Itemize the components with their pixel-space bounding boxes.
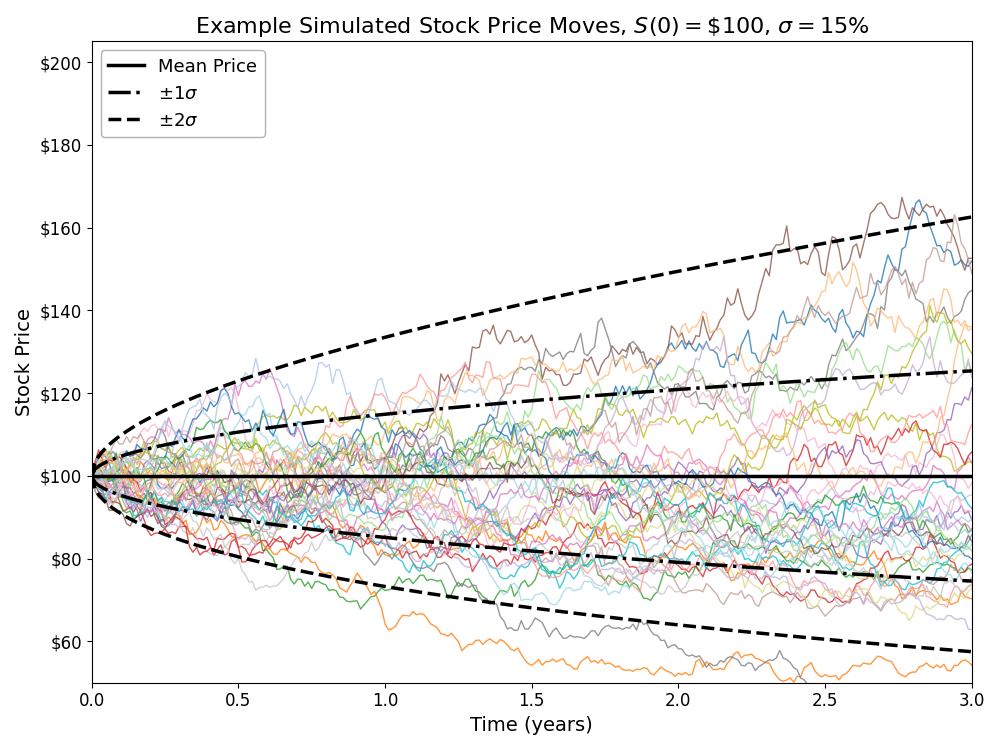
Line: $\pm2\sigma$: $\pm2\sigma$ xyxy=(92,217,972,476)
Mean Price xyxy=(452,471,464,480)
Y-axis label: Stock Price: Stock Price xyxy=(15,308,34,416)
$\pm2\sigma$ xyxy=(452,314,464,323)
Mean Price xyxy=(861,471,873,480)
Title: Example Simulated Stock Price Moves, $S(0) = \$100$, $\sigma = 15\%$: Example Simulated Stock Price Moves, $S(… xyxy=(195,15,869,39)
$\pm1\sigma$ xyxy=(861,373,873,382)
X-axis label: Time (years): Time (years) xyxy=(470,716,593,735)
$\pm2\sigma$ xyxy=(86,471,98,480)
$\pm2\sigma$ xyxy=(966,212,978,221)
$\pm1\sigma$ xyxy=(86,471,98,480)
Legend: Mean Price, $\pm1\sigma$, $\pm2\sigma$: Mean Price, $\pm1\sigma$, $\pm2\sigma$ xyxy=(101,50,265,136)
$\pm1\sigma$ xyxy=(966,366,978,375)
$\pm1\sigma$ xyxy=(564,393,576,402)
Mean Price xyxy=(218,471,230,480)
Mean Price xyxy=(568,471,580,480)
Line: $\pm1\sigma$: $\pm1\sigma$ xyxy=(92,370,972,476)
$\pm1\sigma$ xyxy=(218,430,230,439)
$\pm2\sigma$ xyxy=(568,289,580,298)
Mean Price xyxy=(564,471,576,480)
$\pm2\sigma$ xyxy=(428,320,440,329)
$\pm2\sigma$ xyxy=(861,231,873,240)
$\pm2\sigma$ xyxy=(218,382,230,391)
Mean Price xyxy=(966,471,978,480)
$\pm1\sigma$ xyxy=(452,403,464,412)
Mean Price xyxy=(428,471,440,480)
Mean Price xyxy=(86,471,98,480)
$\pm1\sigma$ xyxy=(428,405,440,414)
$\pm1\sigma$ xyxy=(568,393,580,402)
$\pm2\sigma$ xyxy=(564,290,576,298)
